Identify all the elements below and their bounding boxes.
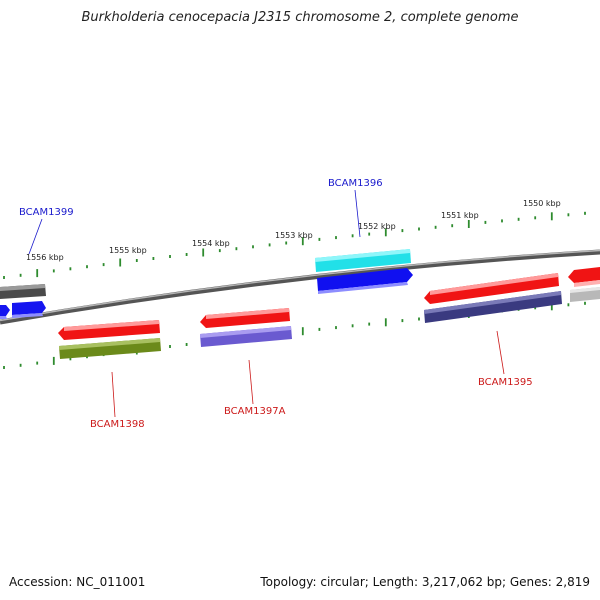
tick-label-1550: 1550 kbp	[523, 199, 561, 208]
genome-backbone	[0, 249, 600, 325]
gene-label-bcam1396[interactable]: BCAM1396	[328, 178, 383, 189]
feature-red-1397A[interactable]	[200, 308, 290, 328]
gene-label-bcam1395[interactable]: BCAM1395	[478, 377, 533, 388]
tick-label-1552: 1552 kbp	[358, 222, 396, 231]
leader-bcam1399	[28, 218, 43, 255]
feature-blue-1396[interactable]	[317, 268, 413, 294]
gene-label-bcam1398[interactable]: BCAM1398	[90, 419, 145, 430]
outer-scale	[3, 211, 586, 279]
topology-text: Topology: circular; Length: 3,217,062 bp…	[260, 575, 590, 589]
gene-label-bcam1399[interactable]: BCAM1399	[19, 207, 74, 218]
leader-bcam1396	[354, 189, 361, 238]
tick-label-1553: 1553 kbp	[275, 231, 313, 240]
feature-silver-right[interactable]	[570, 287, 600, 302]
outer-minor-ticks	[3, 211, 586, 279]
feature-cyan-1396[interactable]	[315, 249, 411, 272]
map-title: Burkholderia cenocepacia J2315 chromosom…	[81, 10, 519, 25]
feature-gray-left[interactable]	[0, 284, 46, 299]
gene-label-bcam1397a[interactable]: BCAM1397A	[224, 406, 286, 417]
leader-bcam1397a	[248, 359, 254, 405]
feature-red-right[interactable]	[568, 267, 600, 287]
tick-label-1554: 1554 kbp	[192, 239, 230, 248]
leader-bcam1398	[111, 371, 116, 418]
tick-label-1556: 1556 kbp	[26, 253, 64, 262]
feature-blue-left-b[interactable]	[12, 301, 46, 318]
feature-red-1395[interactable]	[424, 273, 559, 304]
feature-olive-1398[interactable]	[59, 338, 161, 359]
accession-text: Accession: NC_011001	[9, 575, 146, 589]
leader-bcam1395	[496, 330, 505, 375]
outer-major-ticks	[36, 212, 553, 278]
feature-red-1398[interactable]	[58, 320, 160, 340]
genome-backbone-highlight	[0, 249, 600, 322]
tick-label-1551: 1551 kbp	[441, 211, 479, 220]
feature-navy-1395[interactable]	[424, 291, 562, 323]
tick-label-1555: 1555 kbp	[109, 246, 147, 255]
feature-blue-left-a[interactable]	[0, 305, 10, 319]
feature-slate-1397A[interactable]	[200, 326, 292, 347]
